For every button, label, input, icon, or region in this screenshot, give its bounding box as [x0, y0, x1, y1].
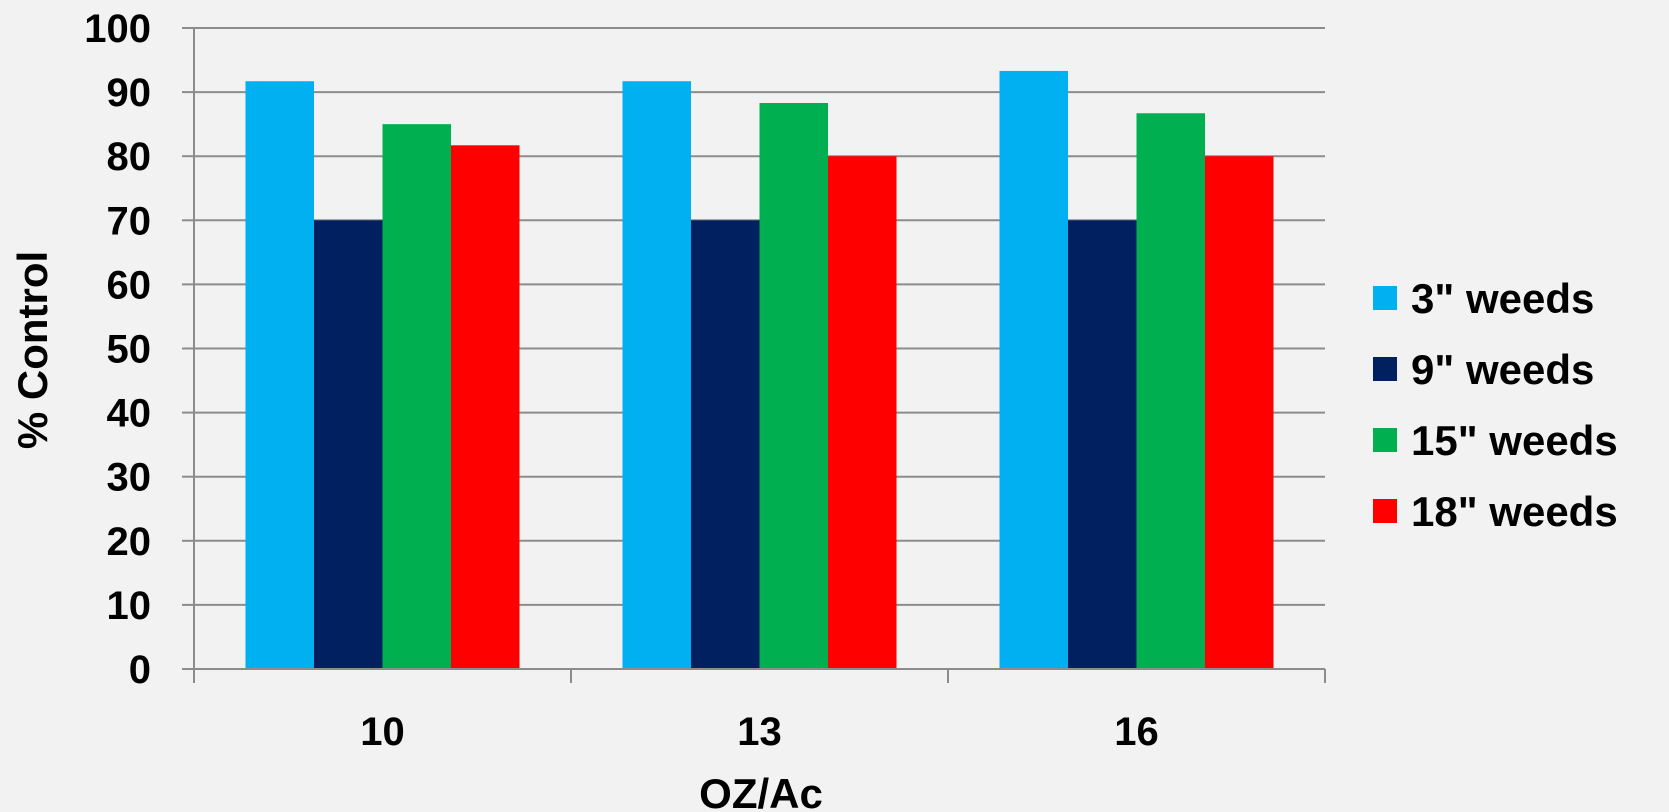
y-tick-label: 90 — [107, 71, 152, 115]
bar — [691, 220, 760, 670]
y-tick-label: 20 — [107, 520, 152, 564]
y-tick-label: 70 — [107, 199, 152, 243]
bar — [1136, 113, 1205, 670]
y-tick-label: 40 — [107, 392, 152, 436]
axes — [182, 27, 1326, 683]
x-tick-label: 13 — [737, 710, 782, 754]
legend: 3" weeds 9" weeds 15" weeds 18" weeds — [1373, 275, 1618, 535]
y-tick-labels: 0 10 20 30 40 50 60 70 80 90 100 — [84, 7, 151, 692]
legend-swatch — [1373, 357, 1397, 381]
y-tick-label: 100 — [84, 7, 151, 51]
bar — [1068, 220, 1137, 670]
y-tick-label: 10 — [107, 584, 152, 628]
bar — [759, 102, 828, 669]
bar — [382, 124, 451, 669]
x-axis-title: OZ/Ac — [699, 770, 823, 812]
legend-label: 9" weeds — [1411, 346, 1594, 393]
y-tick-label: 60 — [107, 263, 152, 307]
y-tick-label: 50 — [107, 328, 152, 372]
legend-swatch — [1373, 499, 1397, 523]
bar — [314, 220, 383, 670]
legend-label: 3" weeds — [1411, 275, 1594, 322]
bar — [828, 156, 897, 669]
legend-label: 15" weeds — [1411, 417, 1618, 464]
y-axis-title: % Control — [9, 251, 56, 449]
x-tick-label: 10 — [360, 710, 405, 754]
y-tick-label: 30 — [107, 456, 152, 500]
bar — [622, 81, 691, 669]
y-tick-label: 0 — [129, 648, 151, 692]
y-tick-label: 80 — [107, 135, 152, 179]
bar — [1205, 156, 1274, 669]
legend-swatch — [1373, 428, 1397, 452]
x-tick-label: 16 — [1114, 710, 1159, 754]
bar — [451, 145, 520, 670]
bar — [245, 81, 314, 669]
legend-swatch — [1373, 286, 1397, 310]
bar — [999, 70, 1068, 669]
x-tick-labels: 10 13 16 — [360, 710, 1159, 754]
bars — [245, 70, 1274, 670]
legend-label: 18" weeds — [1411, 488, 1618, 535]
